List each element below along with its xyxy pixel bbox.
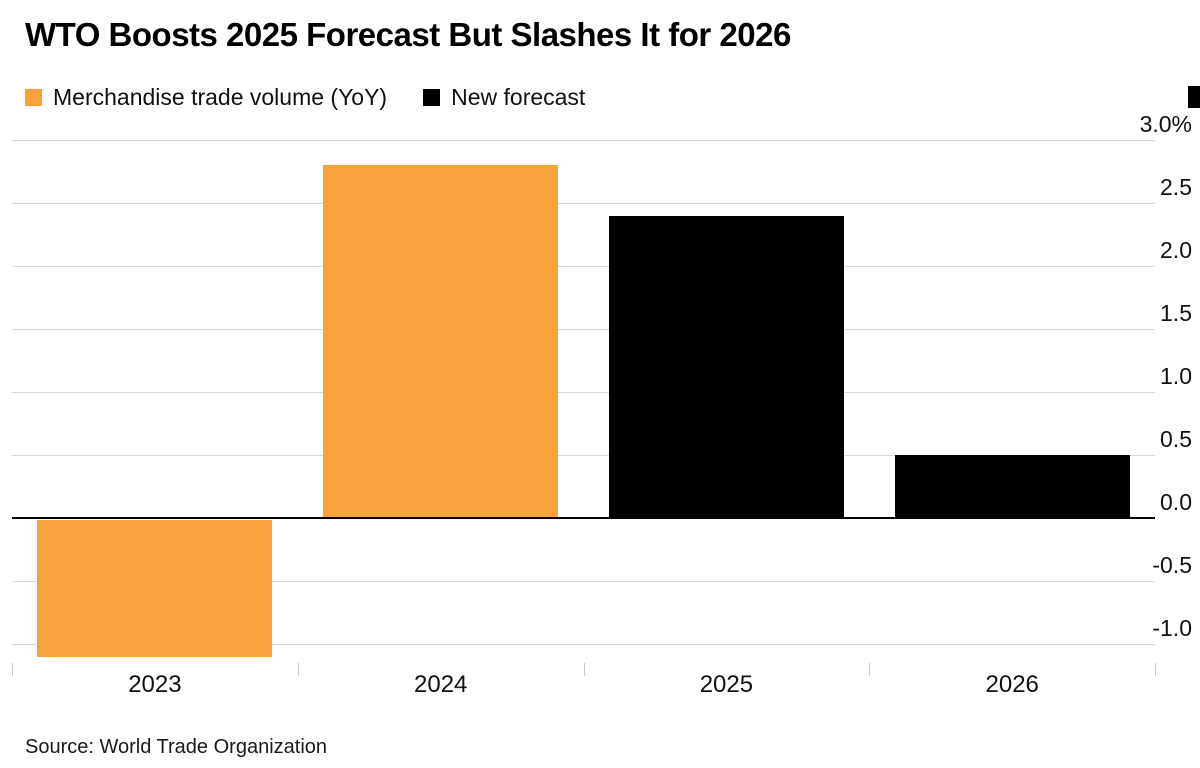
x-tick-label-2026: 2026 xyxy=(985,671,1039,698)
x-axis-tick xyxy=(869,663,871,676)
x-axis-tick xyxy=(1155,663,1156,676)
legend-label: Merchandise trade volume (YoY) xyxy=(53,84,388,110)
bar-2025 xyxy=(608,215,844,519)
zero-axis-line xyxy=(12,517,1155,520)
y-tick-label-1.5: 1.5 xyxy=(1160,300,1192,326)
legend-item-new-forecast: New forecast xyxy=(423,84,585,111)
y-tick-label-2.0: 2.0 xyxy=(1160,237,1192,263)
right-edge-marker xyxy=(1188,86,1200,108)
gridline--0.5 xyxy=(12,581,1155,583)
y-tick-label-3.0pct: 3.0% xyxy=(1139,111,1192,137)
y-axis-labels: 3.0% 2.5 2.0 1.5 1.0 0.5 0.0 -0.5 -1.0 xyxy=(1112,111,1192,663)
y-tick-label--0.5: -0.5 xyxy=(1152,552,1192,579)
bar-2023 xyxy=(37,520,273,657)
gridline-2 xyxy=(12,266,1155,267)
gridline-1.5 xyxy=(12,329,1155,330)
y-tick-label--1.0: -1.0 xyxy=(1152,615,1192,642)
gridline-3 xyxy=(12,140,1155,141)
bar-2024 xyxy=(323,165,559,519)
y-tick-label-0.0: 0.0 xyxy=(1160,489,1192,516)
gridline-2.5 xyxy=(12,203,1155,204)
gridline-1 xyxy=(12,392,1155,393)
y-tick-label-0.5: 0.5 xyxy=(1160,426,1192,453)
x-tick-label-2024: 2024 xyxy=(414,671,468,698)
x-tick-label-2023: 2023 xyxy=(128,671,182,698)
gridline-0.5 xyxy=(12,455,1155,457)
legend-swatch-black-icon xyxy=(423,89,441,106)
gridline--1 xyxy=(12,644,1155,646)
y-tick-label-1.0: 1.0 xyxy=(1160,363,1192,389)
chart-title: WTO Boosts 2025 Forecast But Slashes It … xyxy=(25,16,791,53)
plot-area xyxy=(12,140,1155,663)
x-tick-label-2025: 2025 xyxy=(699,671,754,698)
x-axis-tick xyxy=(583,663,585,676)
legend-label: New forecast xyxy=(451,84,586,110)
x-axis-tick xyxy=(12,663,13,676)
x-axis: 2023 2024 2025 2026 xyxy=(12,663,1156,705)
legend-swatch-orange-icon xyxy=(25,89,42,106)
y-tick-label-2.5: 2.5 xyxy=(1160,174,1192,200)
chart-legend: Merchandise trade volume (YoY) New forec… xyxy=(25,84,585,111)
legend-item-merchandise-trade: Merchandise trade volume (YoY) xyxy=(25,84,387,111)
source-note: Source: World Trade Organization xyxy=(25,736,328,758)
x-axis-tick xyxy=(297,663,299,676)
bar-2026 xyxy=(894,455,1130,519)
